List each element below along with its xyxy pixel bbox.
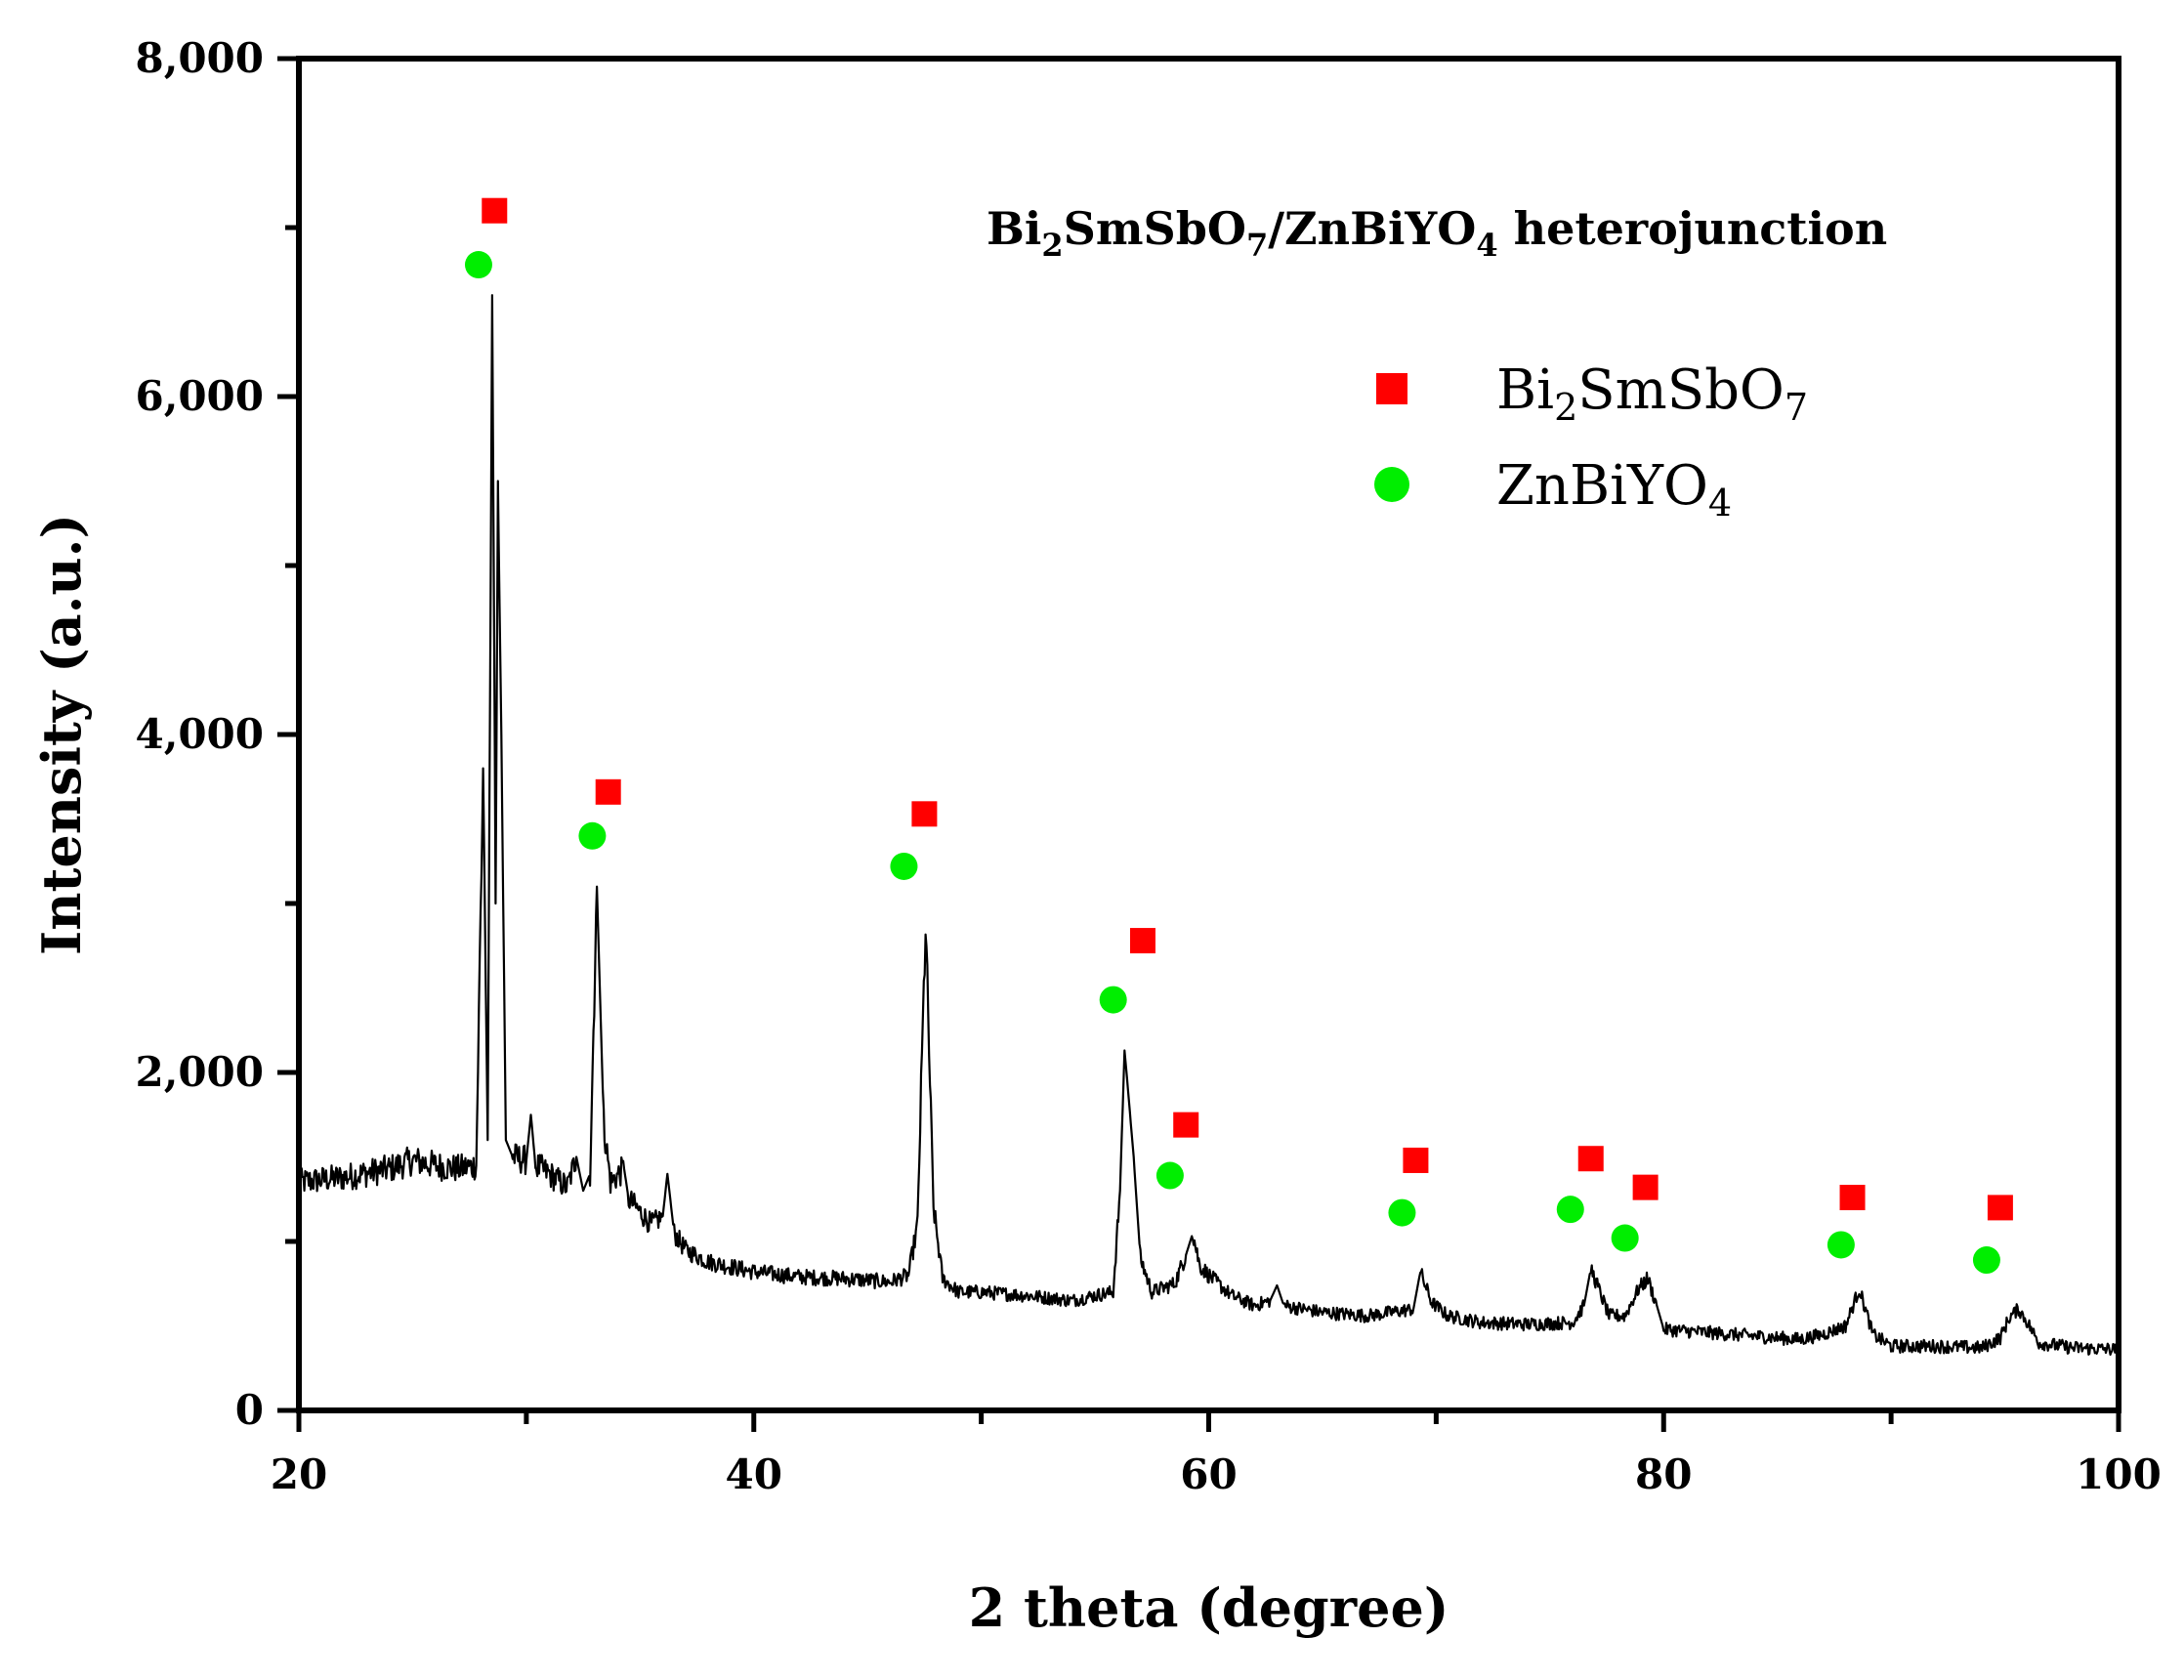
legend-label: ZnBiYO4 [1496, 454, 1732, 525]
x-tick-label: 40 [726, 1450, 782, 1498]
bi2smsbo7-peak-marker [1403, 1147, 1429, 1173]
bi2smsbo7-peak-marker [482, 197, 508, 224]
y-tick-label: 4,000 [135, 710, 264, 758]
y-tick-label: 6,000 [135, 372, 264, 420]
znbiyo4-peak-marker [1388, 1198, 1416, 1227]
x-tick-label: 60 [1180, 1450, 1237, 1498]
y-tick-label: 8,000 [135, 34, 264, 82]
znbiyo4-peak-marker [1556, 1196, 1584, 1224]
bi2smsbo7-peak-marker [1173, 1112, 1199, 1138]
znbiyo4-peak-marker [1827, 1231, 1855, 1259]
x-tick-label: 20 [271, 1450, 327, 1498]
bi2smsbo7-peak-marker [1987, 1195, 2013, 1221]
x-tick-label: 100 [2076, 1450, 2162, 1498]
znbiyo4-peak-marker [578, 821, 607, 850]
znbiyo4-peak-marker [890, 852, 918, 880]
x-tick-label: 80 [1635, 1450, 1692, 1498]
x-axis-title: 2 theta (degree) [969, 1576, 1449, 1639]
znbiyo4-peak-marker [1972, 1246, 2000, 1275]
bi2smsbo7-peak-marker [1839, 1185, 1866, 1211]
legend-circle-marker [1374, 467, 1409, 502]
znbiyo4-peak-marker [464, 251, 492, 279]
legend-square-marker [1376, 373, 1407, 404]
bi2smsbo7-peak-marker [911, 801, 938, 827]
y-tick-label: 0 [235, 1386, 264, 1434]
bi2smsbo7-peak-marker [1632, 1174, 1659, 1200]
y-tick-label: 2,000 [135, 1048, 264, 1096]
bi2smsbo7-peak-marker [595, 778, 621, 805]
bi2smsbo7-peak-marker [1577, 1146, 1604, 1172]
znbiyo4-peak-marker [1611, 1224, 1639, 1252]
y-axis-title: Intensity (a.u.) [30, 514, 93, 955]
xrd-pattern-line [297, 294, 2121, 1356]
bi2smsbo7-peak-marker [1129, 928, 1155, 954]
legend-label: Bi2SmSbO7 [1496, 358, 1808, 429]
znbiyo4-peak-marker [1099, 986, 1127, 1014]
znbiyo4-peak-marker [1155, 1161, 1184, 1190]
heterojunction-label: Bi2SmSbO7/ZnBiYO4 heterojunction [987, 202, 1887, 264]
